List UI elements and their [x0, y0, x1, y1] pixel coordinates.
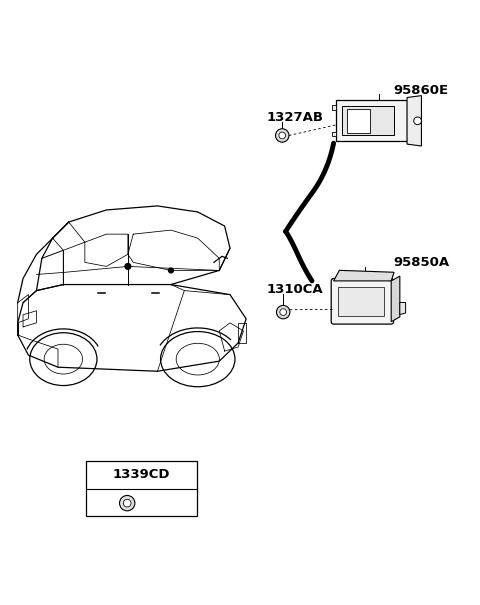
Bar	[347, 109, 370, 132]
Circle shape	[280, 309, 287, 315]
Bar	[332, 132, 336, 136]
Bar	[342, 106, 394, 136]
Circle shape	[276, 306, 290, 319]
Bar	[332, 105, 336, 110]
Circle shape	[276, 129, 289, 142]
Text: 95860E: 95860E	[394, 84, 449, 97]
Circle shape	[168, 268, 173, 273]
Circle shape	[125, 264, 131, 269]
Circle shape	[414, 117, 421, 125]
Polygon shape	[400, 302, 406, 315]
Circle shape	[120, 495, 135, 511]
Text: 1339CD: 1339CD	[113, 468, 170, 481]
Bar	[336, 100, 407, 141]
Polygon shape	[407, 96, 421, 146]
FancyBboxPatch shape	[331, 278, 394, 324]
Circle shape	[123, 499, 131, 507]
Polygon shape	[334, 270, 394, 281]
Text: 1327AB: 1327AB	[266, 111, 324, 123]
Bar	[338, 287, 384, 316]
Circle shape	[279, 132, 286, 139]
Polygon shape	[391, 276, 400, 322]
Text: 1310CA: 1310CA	[266, 283, 323, 296]
Bar	[86, 461, 197, 516]
Text: 95850A: 95850A	[394, 256, 450, 269]
